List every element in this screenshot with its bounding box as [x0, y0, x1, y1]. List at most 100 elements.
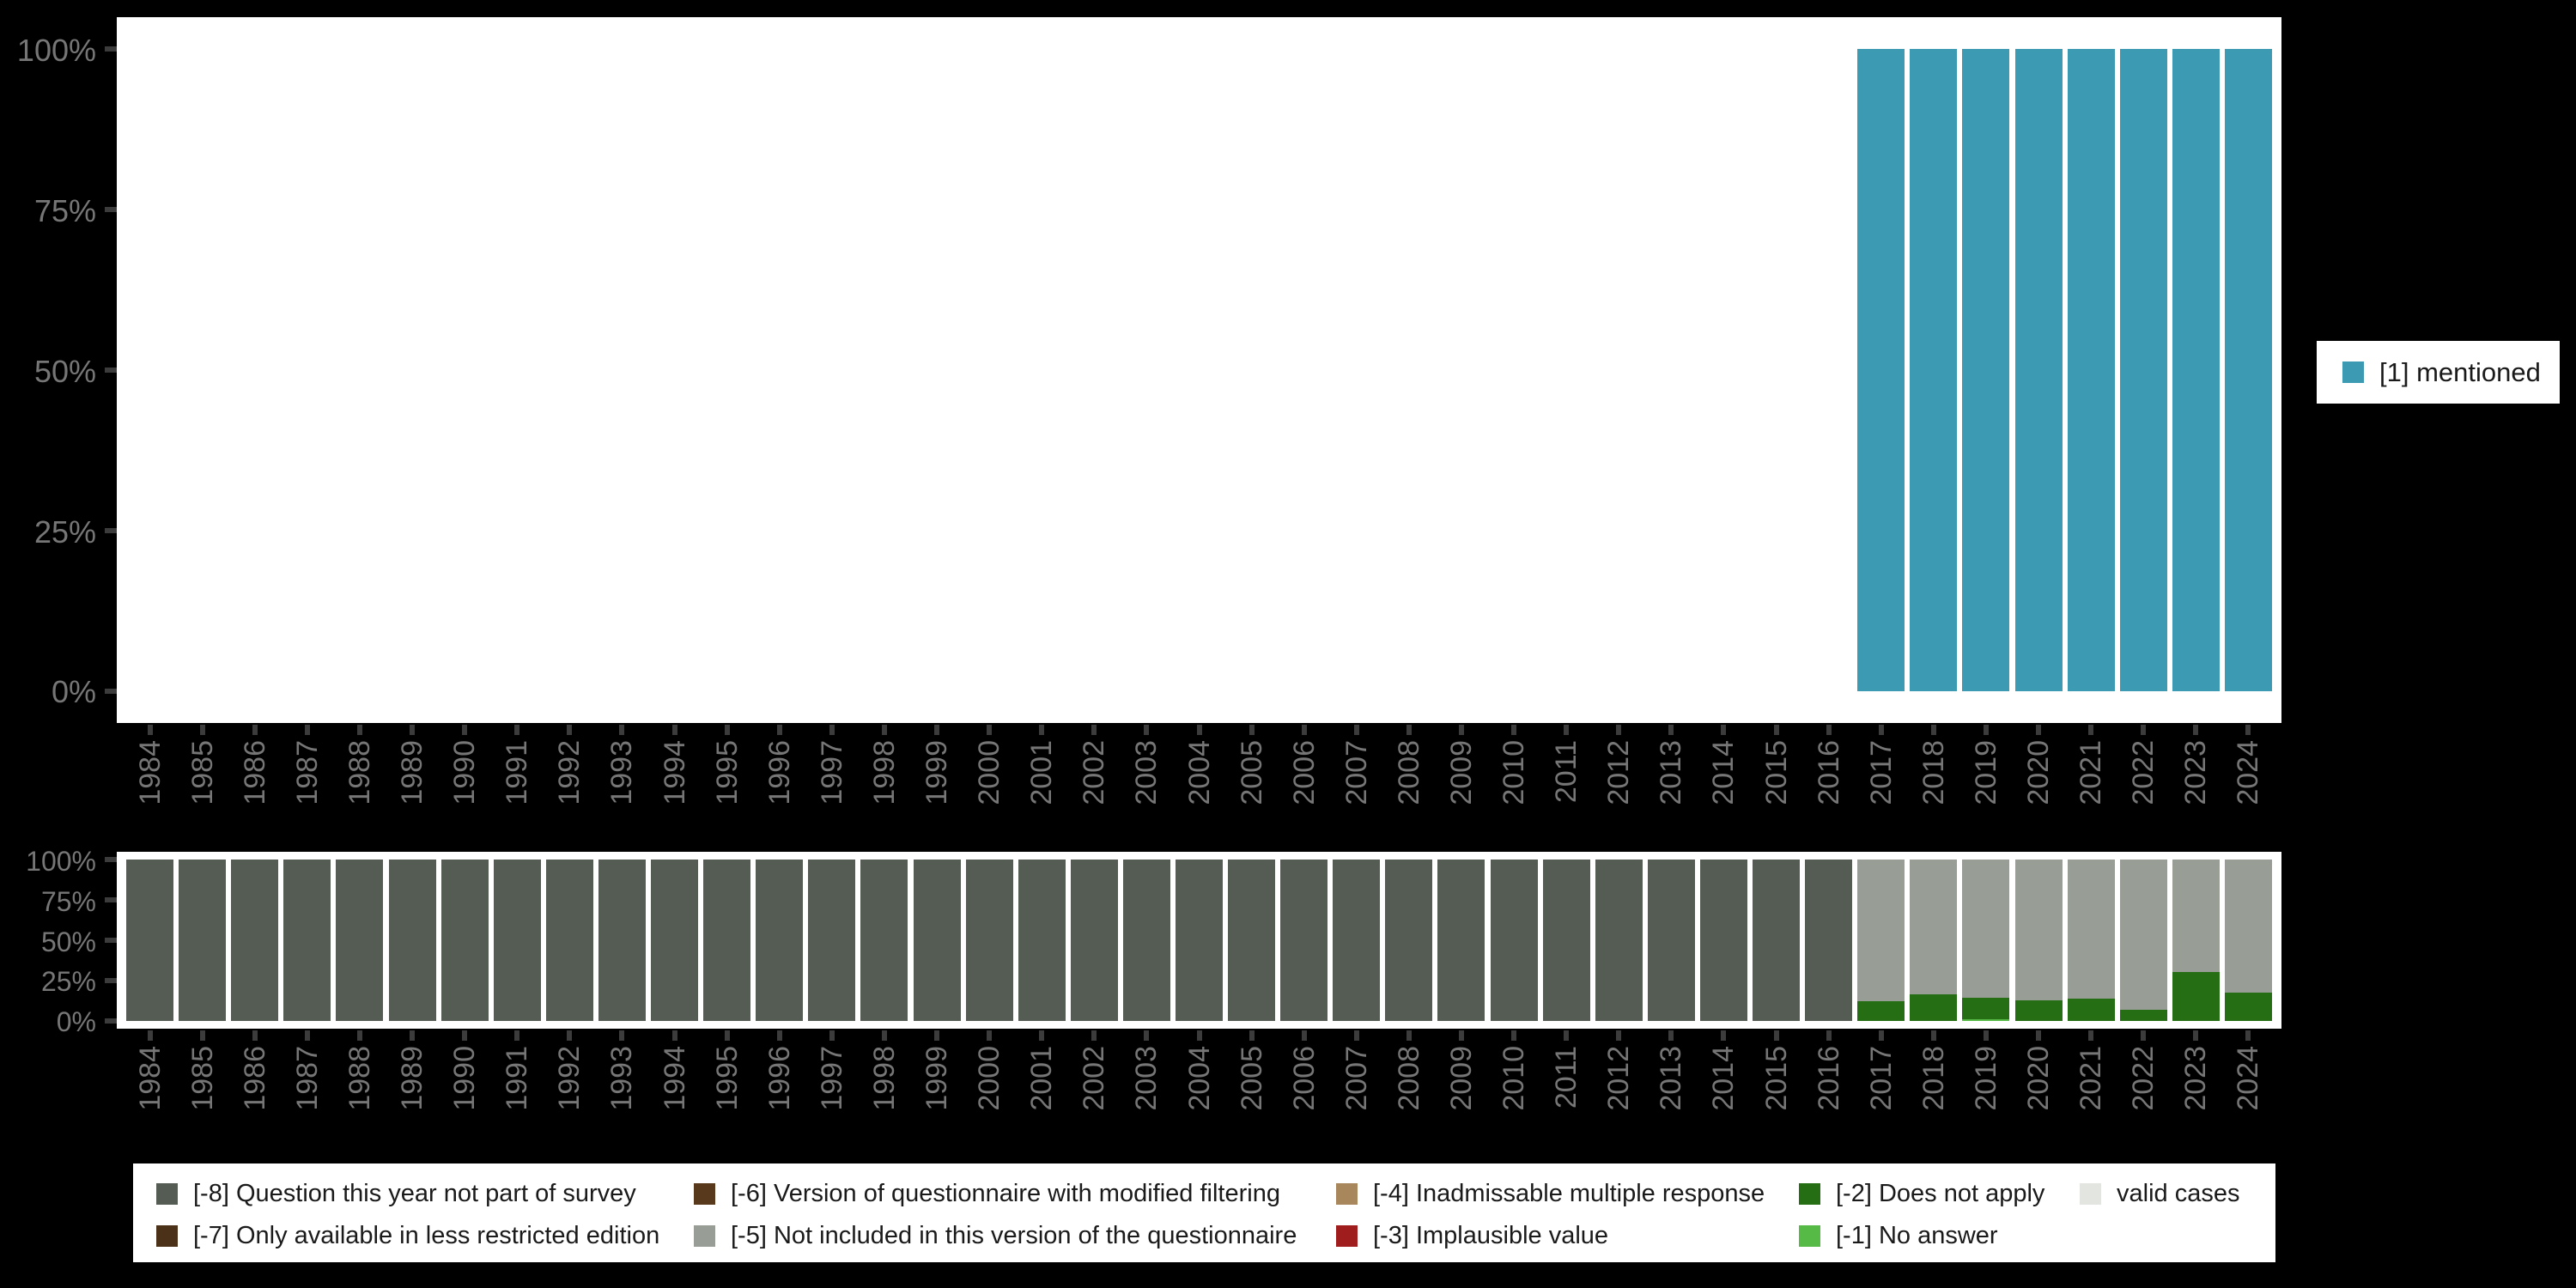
x-axis-tick	[671, 1030, 677, 1041]
bar-segment	[126, 860, 174, 1021]
x-axis-tick	[1249, 1030, 1255, 1041]
bar-segment	[1857, 860, 1905, 1002]
x-axis-label: 1985	[185, 1046, 219, 1111]
bar-segment	[2014, 49, 2063, 691]
x-axis-label: 2024	[2232, 740, 2265, 805]
bar-segment	[2224, 860, 2272, 993]
x-axis-tick	[1826, 725, 1832, 735]
x-axis-label: 2013	[1655, 740, 1688, 805]
x-axis-label: 2002	[1078, 1046, 1111, 1111]
bar-segment	[1857, 49, 1905, 691]
x-axis-tick	[1511, 1030, 1517, 1041]
x-axis-label: 2002	[1078, 740, 1111, 805]
x-axis-tick	[1039, 725, 1045, 735]
x-axis-label: 1990	[448, 740, 482, 805]
x-axis-label: 1990	[448, 1046, 482, 1111]
x-axis-label: 1992	[553, 1046, 586, 1111]
y-axis-label: 25%	[40, 966, 96, 998]
bar-segment	[336, 860, 384, 1021]
x-axis-label: 2018	[1917, 1046, 1950, 1111]
x-axis-label: 2010	[1498, 1046, 1531, 1111]
x-axis-label: 2024	[2232, 1046, 2265, 1111]
bar-segment	[1910, 49, 1958, 691]
x-axis-label: 2004	[1182, 1046, 1216, 1111]
x-axis-tick	[934, 725, 939, 735]
y-axis-tick	[105, 688, 117, 694]
bar-segment	[1910, 993, 1958, 1021]
x-axis-tick	[1144, 725, 1150, 735]
x-axis-label: 1997	[815, 740, 848, 805]
bar-segment	[1176, 860, 1223, 1021]
x-axis-tick	[1930, 725, 1936, 735]
x-axis-label: 2005	[1235, 740, 1268, 805]
bar-segment	[1910, 860, 1958, 994]
bar-segment	[1280, 860, 1328, 1021]
x-axis-tick	[724, 725, 730, 735]
x-axis-label: 1992	[553, 740, 586, 805]
legend-item-label: [-4] Inadmissable multiple response	[1373, 1180, 1765, 1207]
x-axis-tick	[1878, 725, 1884, 735]
legend-item-label: valid cases	[2117, 1180, 2240, 1207]
x-axis-tick	[1458, 1030, 1464, 1041]
y-axis-label: 0%	[51, 674, 96, 710]
y-axis-tick	[105, 938, 117, 943]
bar-segment	[2172, 49, 2220, 691]
x-axis-tick	[567, 1030, 573, 1041]
x-axis-tick	[410, 725, 416, 735]
bar-segment	[1228, 860, 1276, 1021]
x-axis-tick	[1511, 725, 1517, 735]
x-axis-label: 2022	[2127, 1046, 2160, 1111]
y-axis-label: 100%	[26, 845, 96, 877]
x-axis-label: 2012	[1602, 1046, 1636, 1111]
x-axis-label: 2008	[1392, 1046, 1425, 1111]
bar-segment	[231, 860, 279, 1021]
legend-item-label: [-5] Not included in this version of the…	[731, 1222, 1297, 1249]
x-axis-label: 2000	[973, 740, 1006, 805]
bar-segment	[1753, 860, 1801, 1021]
y-axis-label: 50%	[40, 926, 96, 957]
x-axis-tick	[356, 1030, 362, 1041]
x-axis-tick	[1353, 1030, 1359, 1041]
x-axis-label: 1989	[396, 1046, 429, 1111]
y-axis-label: 75%	[33, 192, 96, 228]
legend-item-label: [-3] Implausible value	[1373, 1222, 1609, 1249]
x-axis-label: 2021	[2075, 740, 2108, 805]
bar-segment	[1070, 860, 1118, 1021]
x-axis-tick	[2193, 725, 2199, 735]
x-axis-tick	[147, 1030, 153, 1041]
bar-segment	[1962, 1018, 2010, 1021]
x-axis-label: 1985	[185, 740, 219, 805]
x-axis-tick	[2088, 1030, 2094, 1041]
x-axis-tick	[304, 1030, 310, 1041]
bar-segment	[756, 860, 804, 1021]
x-axis-tick	[776, 1030, 782, 1041]
x-axis-label: 2017	[1864, 740, 1898, 805]
x-axis-label: 1997	[815, 1046, 848, 1111]
legend-swatch-icon	[694, 1225, 715, 1247]
x-axis-tick	[881, 725, 887, 735]
legend-item: [-5] Not included in this version of the…	[694, 1222, 1297, 1249]
legend-swatch-icon	[1336, 1183, 1358, 1205]
x-axis-label: 1987	[290, 1046, 324, 1111]
x-axis-label: 2019	[1969, 740, 2002, 805]
legend-swatch-icon	[694, 1183, 715, 1205]
x-axis-tick	[1616, 725, 1622, 735]
bar-segment	[1962, 998, 2010, 1019]
bar-segment	[2014, 1000, 2063, 1021]
x-axis-tick	[2036, 725, 2042, 735]
x-axis-label: 2008	[1392, 740, 1425, 805]
legend-item: [-2] Does not apply	[1799, 1182, 2044, 1206]
x-axis-tick	[1353, 725, 1359, 735]
x-axis-label: 2018	[1917, 740, 1950, 805]
x-axis-label: 2021	[2075, 1046, 2108, 1111]
legend-item: valid cases	[2080, 1180, 2240, 1207]
x-axis-tick	[147, 725, 153, 735]
bar-segment	[1122, 860, 1170, 1021]
x-axis-tick	[1668, 725, 1674, 735]
x-axis-label: 2014	[1707, 1046, 1741, 1111]
x-axis-tick	[462, 1030, 468, 1041]
x-axis-tick	[619, 1030, 625, 1041]
x-axis-label: 1995	[710, 1046, 744, 1111]
x-axis-tick	[1406, 1030, 1412, 1041]
x-axis-tick	[1249, 725, 1255, 735]
